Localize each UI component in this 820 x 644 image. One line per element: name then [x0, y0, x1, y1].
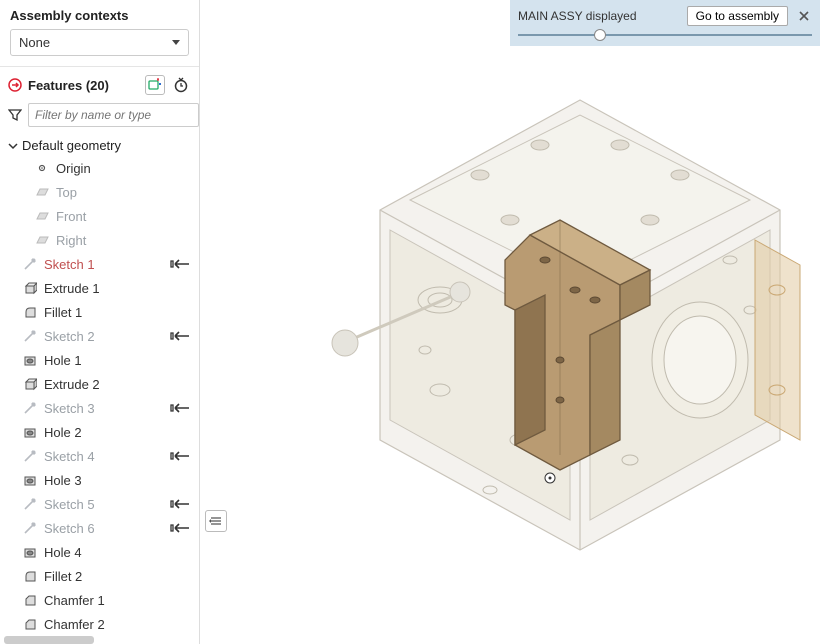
assembly-contexts-label: Assembly contexts — [10, 8, 189, 23]
sketch-icon — [22, 448, 38, 464]
close-icon[interactable] — [796, 8, 812, 24]
feature-label: Hole 4 — [44, 545, 191, 560]
features-title: Features (20) — [28, 78, 139, 93]
plane-icon — [34, 208, 50, 224]
sketch-icon — [22, 256, 38, 272]
feature-label: Sketch 2 — [44, 329, 163, 344]
context-link-icon — [169, 497, 191, 511]
feature-item-chamfer[interactable]: Chamfer 2 — [4, 612, 195, 632]
filter-input[interactable] — [28, 103, 199, 127]
feature-item-fillet[interactable]: Fillet 1 — [4, 300, 195, 324]
plane-front-item[interactable]: Front — [4, 204, 195, 228]
origin-item[interactable]: Origin — [4, 156, 195, 180]
assembly-displayed-label: MAIN ASSY displayed — [518, 9, 679, 23]
extrude-icon — [22, 280, 38, 296]
feature-item-hole[interactable]: Hole 1 — [4, 348, 195, 372]
plane-icon — [34, 232, 50, 248]
feature-item-chamfer[interactable]: Chamfer 1 — [4, 588, 195, 612]
feature-item-hole[interactable]: Hole 2 — [4, 420, 195, 444]
feature-label: Sketch 1 — [44, 257, 163, 272]
feature-item-extrude[interactable]: Extrude 1 — [4, 276, 195, 300]
feature-label: Chamfer 1 — [44, 593, 191, 608]
hole-icon — [22, 472, 38, 488]
assembly-context-dropdown[interactable]: None — [10, 29, 189, 56]
rollback-button[interactable] — [171, 75, 191, 95]
feature-label: Fillet 2 — [44, 569, 191, 584]
context-link-icon — [169, 449, 191, 463]
context-link-icon — [169, 401, 191, 415]
assembly-contexts-block: Assembly contexts None — [0, 0, 199, 67]
warning-icon — [8, 78, 22, 92]
fillet-icon — [22, 568, 38, 584]
feature-item-hole[interactable]: Hole 4 — [4, 540, 195, 564]
feature-item-sketch[interactable]: Sketch 3 — [4, 396, 195, 420]
go-to-assembly-button[interactable]: Go to assembly — [687, 6, 788, 26]
feature-label: Sketch 3 — [44, 401, 163, 416]
hole-icon — [22, 544, 38, 560]
feature-item-hole[interactable]: Hole 3 — [4, 468, 195, 492]
filter-row — [0, 99, 199, 135]
feature-label: Hole 3 — [44, 473, 191, 488]
sketch-icon — [22, 400, 38, 416]
feature-label: Extrude 2 — [44, 377, 191, 392]
context-link-icon — [169, 257, 191, 271]
feature-item-sketch[interactable]: Sketch 6 — [4, 516, 195, 540]
transparency-slider[interactable] — [518, 34, 812, 36]
feature-sidebar: Assembly contexts None Features (20) — [0, 0, 200, 644]
sketch-icon — [22, 520, 38, 536]
features-header: Features (20) — [0, 67, 199, 99]
context-link-icon — [169, 329, 191, 343]
hole-icon — [22, 352, 38, 368]
plane-right-item[interactable]: Right — [4, 228, 195, 252]
plane-icon — [34, 184, 50, 200]
chamfer-icon — [22, 616, 38, 632]
origin-icon — [34, 160, 50, 176]
fillet-icon — [22, 304, 38, 320]
feature-label: Hole 1 — [44, 353, 191, 368]
feature-label: Hole 2 — [44, 425, 191, 440]
sketch-icon — [22, 496, 38, 512]
context-link-icon — [169, 521, 191, 535]
feature-label: Chamfer 2 — [44, 617, 191, 632]
expand-icon — [8, 141, 18, 151]
chevron-down-icon — [172, 40, 180, 45]
feature-item-sketch[interactable]: Sketch 4 — [4, 444, 195, 468]
feature-label: Extrude 1 — [44, 281, 191, 296]
dropdown-value: None — [19, 35, 50, 50]
feature-item-fillet[interactable]: Fillet 2 — [4, 564, 195, 588]
feature-label: Fillet 1 — [44, 305, 191, 320]
plane-top-item[interactable]: Top — [4, 180, 195, 204]
extrude-icon — [22, 376, 38, 392]
hole-icon — [22, 424, 38, 440]
feature-tree: Default geometry Origin Top Front Right … — [0, 135, 199, 632]
feature-label: Sketch 5 — [44, 497, 163, 512]
feature-label: Sketch 4 — [44, 449, 163, 464]
feature-item-sketch[interactable]: Sketch 2 — [4, 324, 195, 348]
feature-item-extrude[interactable]: Extrude 2 — [4, 372, 195, 396]
chamfer-icon — [22, 592, 38, 608]
add-feature-button[interactable] — [145, 75, 165, 95]
horizontal-scrollbar[interactable] — [4, 636, 94, 644]
sketch-icon — [22, 328, 38, 344]
model-canvas[interactable]: MAIN ASSY displayed Go to assembly — [200, 0, 820, 644]
model-view[interactable] — [260, 60, 810, 580]
filter-icon[interactable] — [8, 106, 22, 124]
feature-item-sketch[interactable]: Sketch 5 — [4, 492, 195, 516]
panel-toggle-button[interactable] — [205, 510, 227, 532]
default-geometry-group[interactable]: Default geometry — [4, 135, 195, 156]
feature-item-sketch[interactable]: Sketch 1 — [4, 252, 195, 276]
in-context-topbar: MAIN ASSY displayed Go to assembly — [510, 0, 820, 46]
slider-thumb[interactable] — [594, 29, 606, 41]
feature-label: Sketch 6 — [44, 521, 163, 536]
